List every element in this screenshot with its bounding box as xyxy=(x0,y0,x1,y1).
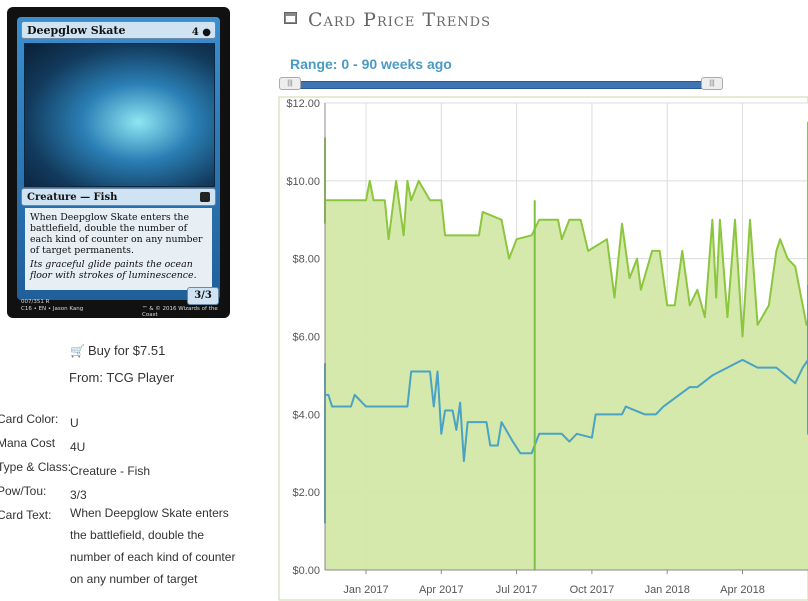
y-tick-label: $0.00 xyxy=(292,565,320,577)
page-title: Card Price Trends xyxy=(308,9,492,31)
card-title-bar: Deepglow Skate 4 ● xyxy=(21,21,216,39)
x-tick-label: Apr 2017 xyxy=(419,584,464,596)
x-tick-label: Oct 2017 xyxy=(570,584,615,596)
card-image: Deepglow Skate 4 ● Creature — Fish When … xyxy=(7,7,230,318)
card-footer: 007/351 R C16 • EN • Jason Kang xyxy=(21,299,83,313)
series-line-1 xyxy=(324,284,808,524)
detail-label: Type & Class: xyxy=(0,460,72,474)
card-set-artist: C16 • EN • Jason Kang xyxy=(21,306,84,312)
detail-value: Creature - Fish xyxy=(70,464,151,478)
card-text-box: When Deepglow Skate enters the battlefie… xyxy=(25,208,212,290)
card-name: Deepglow Skate xyxy=(27,24,126,37)
detail-label: Card Text: xyxy=(0,508,52,522)
card-mana-symbols: 4 ● xyxy=(191,27,211,38)
buy-source: From: TCG Player xyxy=(69,370,175,385)
series-line-0 xyxy=(324,121,808,338)
card-type-line: Creature — Fish xyxy=(27,192,118,203)
card-collector-number: 007/351 R xyxy=(21,299,50,305)
y-tick-label: $12.00 xyxy=(286,98,320,110)
x-tick-label: Jan 2017 xyxy=(343,584,388,596)
detail-value: 4U xyxy=(70,440,86,454)
y-tick-label: $10.00 xyxy=(286,176,320,188)
card-copyright: ™ & © 2016 Wizards of the Coast xyxy=(142,306,218,318)
detail-value: U xyxy=(70,416,79,430)
set-symbol-icon xyxy=(200,192,210,202)
y-tick-label: $4.00 xyxy=(292,409,320,421)
buy-label: Buy for $7.51 xyxy=(88,343,166,358)
x-tick-label: Jan 2018 xyxy=(645,584,690,596)
detail-label: Card Color: xyxy=(0,412,59,426)
cart-icon: 🛒 xyxy=(70,344,85,358)
range-label: Range: 0 - 90 weeks ago xyxy=(290,56,452,72)
range-slider[interactable]: ||| ||| xyxy=(279,77,724,90)
card-art xyxy=(24,43,215,187)
x-tick-label: Jul 2017 xyxy=(496,584,538,596)
detail-value: 3/3 xyxy=(70,488,87,502)
y-tick-label: $2.00 xyxy=(292,487,320,499)
buy-link[interactable]: 🛒 Buy for $7.51 xyxy=(70,343,165,358)
chart-frame xyxy=(278,96,808,601)
card-type-bar: Creature — Fish xyxy=(21,188,216,206)
slider-handle-right[interactable]: ||| xyxy=(701,77,723,90)
detail-value: When Deepglow Skate enters the battlefie… xyxy=(70,506,236,586)
card-power-toughness: 3/3 xyxy=(187,287,219,305)
card-flavor-text: Its graceful glide paints the ocean floo… xyxy=(30,259,197,281)
detail-label: Mana Cost xyxy=(0,436,56,450)
slider-handle-left[interactable]: ||| xyxy=(279,77,301,90)
series-area-0 xyxy=(325,122,808,570)
x-tick-label: Apr 2018 xyxy=(720,584,765,596)
y-tick-label: $8.00 xyxy=(292,254,320,266)
y-tick-label: $6.00 xyxy=(292,332,320,344)
card-rules-text: When Deepglow Skate enters the battlefie… xyxy=(30,212,203,256)
detail-label: Pow/Tou: xyxy=(0,484,47,498)
calendar-icon xyxy=(284,12,297,24)
